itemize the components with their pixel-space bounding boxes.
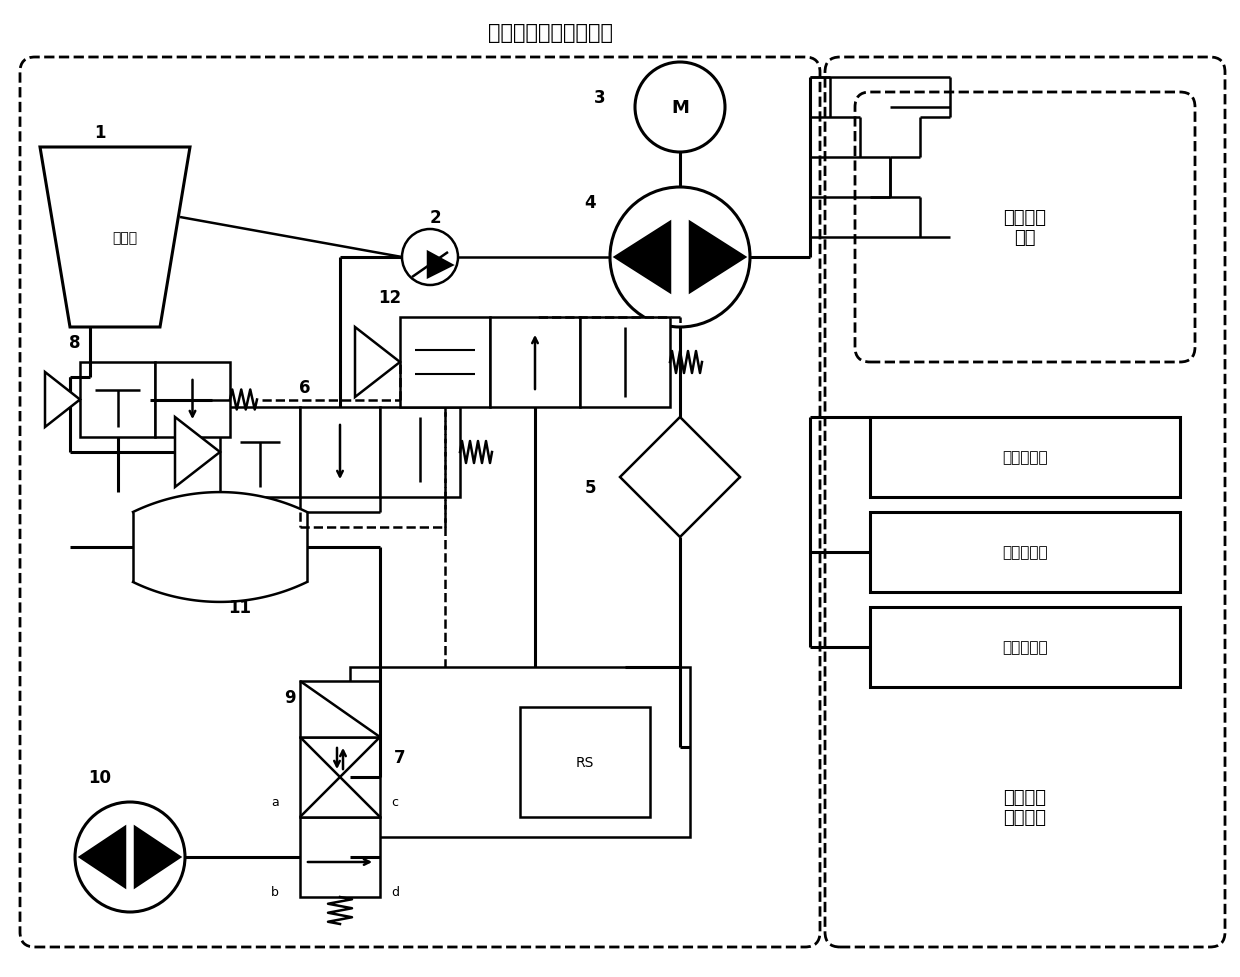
FancyBboxPatch shape <box>825 58 1225 947</box>
Bar <box>300 407 379 497</box>
Text: 深度传感器: 深度传感器 <box>1002 640 1048 655</box>
Polygon shape <box>355 327 401 398</box>
Text: 7: 7 <box>394 748 405 766</box>
Polygon shape <box>689 223 745 293</box>
Circle shape <box>74 802 185 913</box>
Bar <box>155 362 229 438</box>
Text: M: M <box>671 99 689 117</box>
Text: a: a <box>272 795 279 809</box>
Bar <box>350 667 689 837</box>
Text: d: d <box>391 885 399 899</box>
Bar <box>300 681 379 738</box>
Bar <box>870 417 1180 497</box>
Text: RS: RS <box>575 755 594 769</box>
Bar <box>490 318 580 407</box>
Polygon shape <box>428 253 453 277</box>
Text: 12: 12 <box>378 289 402 307</box>
Bar <box>520 707 650 817</box>
Text: 1: 1 <box>94 124 105 142</box>
Text: 液压气动组合驱动模块: 液压气动组合驱动模块 <box>487 23 613 43</box>
Text: 3: 3 <box>594 89 606 106</box>
Bar <box>379 407 460 497</box>
Text: 液压油: 液压油 <box>113 231 138 245</box>
Polygon shape <box>133 492 308 602</box>
Polygon shape <box>620 417 740 537</box>
Text: 盐度传感器: 盐度传感器 <box>1002 545 1048 560</box>
Polygon shape <box>615 223 670 293</box>
Bar <box>81 362 155 438</box>
FancyBboxPatch shape <box>20 58 820 947</box>
Polygon shape <box>40 148 190 327</box>
Bar <box>219 407 300 497</box>
Polygon shape <box>45 372 81 428</box>
Text: 6: 6 <box>299 379 311 397</box>
Text: 运算控制
模块: 运算控制 模块 <box>1003 208 1047 247</box>
Polygon shape <box>81 828 125 887</box>
Circle shape <box>402 230 458 285</box>
Text: 5: 5 <box>584 479 595 496</box>
Bar <box>300 817 379 897</box>
Bar <box>300 738 379 817</box>
FancyBboxPatch shape <box>856 93 1195 362</box>
Text: 11: 11 <box>228 598 252 616</box>
Polygon shape <box>175 417 219 488</box>
Text: 海洋环境
感知模块: 海洋环境 感知模块 <box>1003 787 1047 827</box>
Bar <box>580 318 670 407</box>
Bar <box>401 318 490 407</box>
Text: 8: 8 <box>69 334 81 352</box>
Polygon shape <box>135 828 180 887</box>
Circle shape <box>610 188 750 327</box>
Bar <box>870 513 1180 592</box>
Text: 9: 9 <box>284 688 296 706</box>
Text: 2: 2 <box>429 209 440 227</box>
Text: 4: 4 <box>584 193 595 212</box>
Circle shape <box>635 63 725 152</box>
Bar <box>870 608 1180 687</box>
Text: 温度传感器: 温度传感器 <box>1002 450 1048 465</box>
Text: b: b <box>272 885 279 899</box>
Text: 10: 10 <box>88 768 112 786</box>
Text: c: c <box>392 795 398 809</box>
